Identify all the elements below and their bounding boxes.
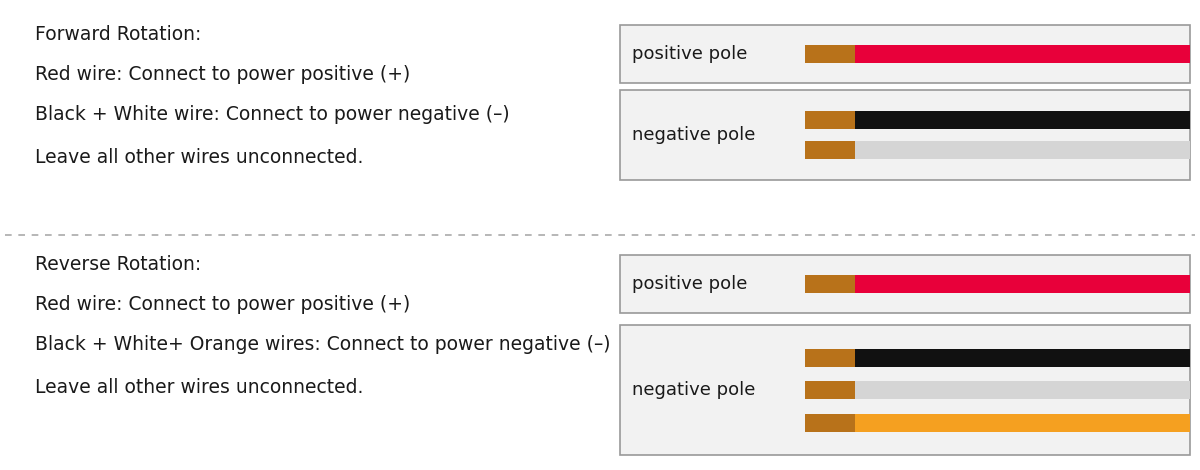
Bar [805,111,854,129]
Bar [854,275,1190,293]
Text: Forward Rotation:: Forward Rotation: [35,25,202,44]
Text: positive pole: positive pole [632,275,748,293]
Bar [805,414,854,431]
Text: Leave all other wires unconnected.: Leave all other wires unconnected. [35,378,364,397]
Text: Red wire: Connect to power positive (+): Red wire: Connect to power positive (+) [35,295,410,314]
Text: negative pole: negative pole [632,381,755,399]
Bar [805,45,854,63]
Text: Reverse Rotation:: Reverse Rotation: [35,255,202,274]
Text: positive pole: positive pole [632,45,748,63]
Bar [854,381,1190,399]
Bar [854,45,1190,63]
Text: Black + White wire: Connect to power negative (–): Black + White wire: Connect to power neg… [35,105,510,124]
Bar [854,141,1190,159]
Bar [805,381,854,399]
Bar [620,25,1190,83]
Bar [805,275,854,293]
Text: Black + White+ Orange wires: Connect to power negative (–): Black + White+ Orange wires: Connect to … [35,335,611,354]
Bar [620,255,1190,313]
Text: negative pole: negative pole [632,126,755,144]
Bar [805,141,854,159]
Bar [620,90,1190,180]
Bar [854,414,1190,431]
Text: Red wire: Connect to power positive (+): Red wire: Connect to power positive (+) [35,65,410,84]
Bar [854,348,1190,367]
Bar [854,111,1190,129]
Text: Leave all other wires unconnected.: Leave all other wires unconnected. [35,148,364,167]
Bar [620,325,1190,455]
Bar [805,348,854,367]
